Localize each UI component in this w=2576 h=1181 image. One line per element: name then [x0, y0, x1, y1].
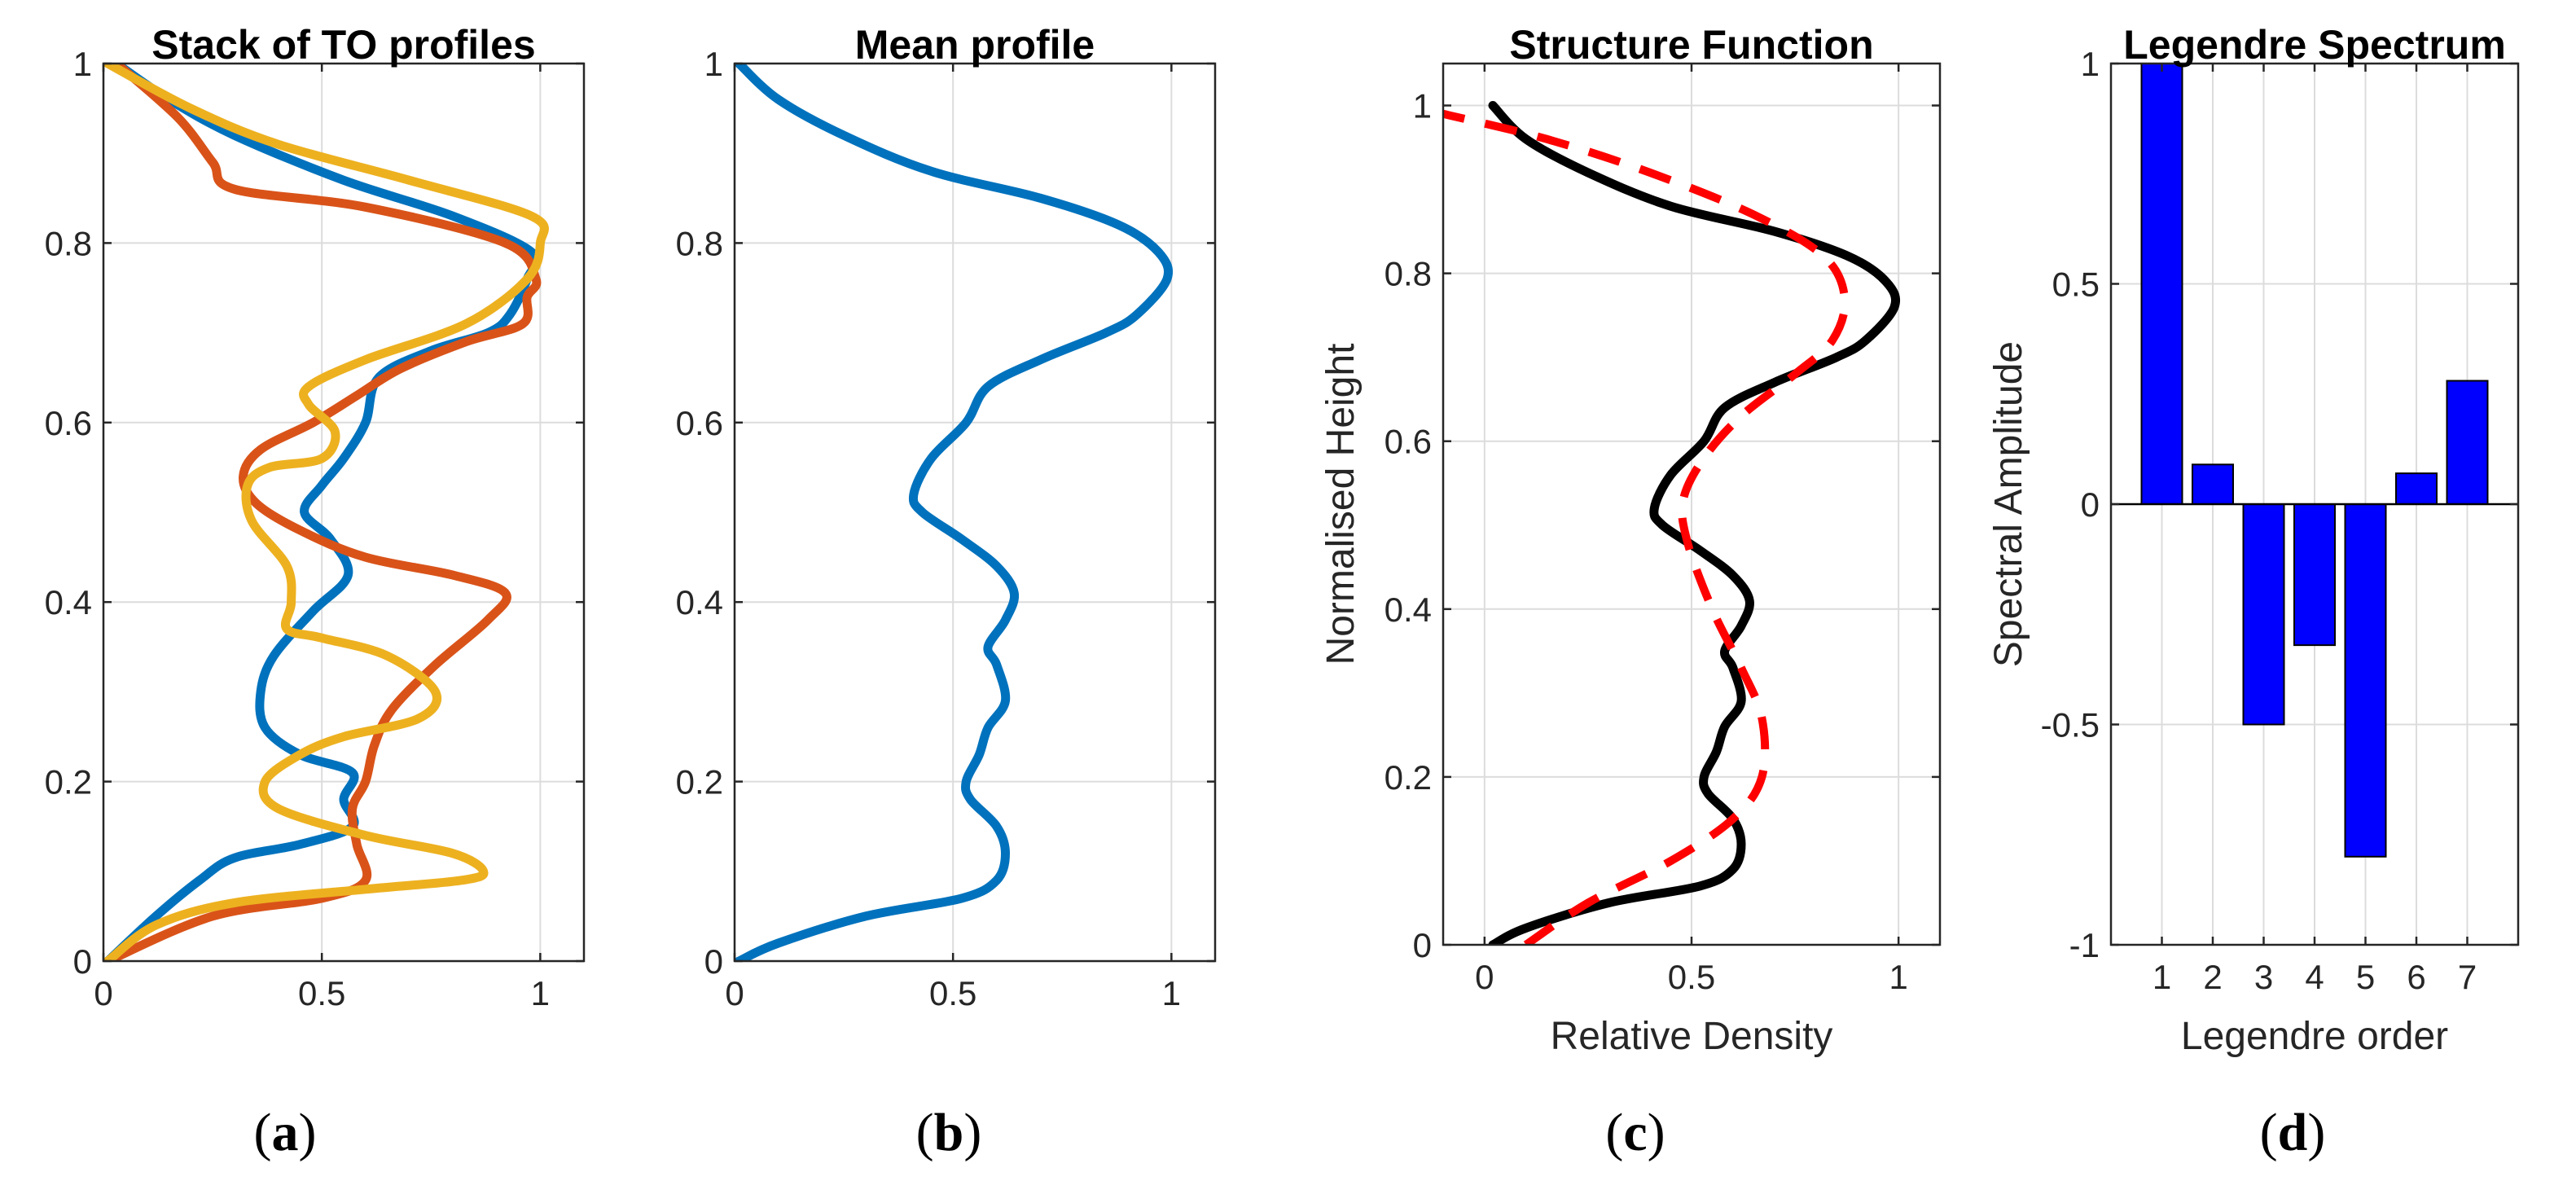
y-tick-label: 1 [2081, 45, 2100, 83]
x-tick-label: 1 [1162, 974, 1181, 1012]
plot-frame [102, 62, 586, 963]
y-tick-label: 0.8 [1385, 255, 1432, 293]
x-tick-label: 0 [94, 974, 112, 1012]
x-tick-label: 4 [2305, 958, 2324, 996]
x-tick-label: 2 [2203, 958, 2222, 996]
series-line-3 [103, 64, 549, 961]
panel-1: 0 0.5 1 0 0.2 0.4 0.6 0.8 1 Stack of TO profiles (… [45, 22, 586, 1162]
y-tick-label: 0.6 [45, 404, 92, 442]
y-tick-label: -0.5 [2041, 706, 2100, 744]
y-tick-label: 1 [704, 45, 723, 83]
y-tick-label: 0.4 [45, 583, 92, 621]
panel-label: (d) [2260, 1103, 2326, 1162]
y-tick-label: 1 [73, 45, 92, 83]
x-tick-label: 1 [531, 974, 550, 1012]
y-tick-label: 1 [1413, 87, 1432, 125]
series-line-1 [1488, 101, 1901, 945]
panel-label: (b) [916, 1103, 982, 1162]
bar-order-5 [2344, 503, 2387, 858]
x-tick-label: 1 [2153, 958, 2171, 996]
panel-3: 0 0.5 1 0 0.2 0.4 0.6 0.8 1 Structure Function Rel… [1319, 22, 1942, 1162]
y-axis-label: Normalised Height [1319, 344, 1363, 665]
chart-title: Stack of TO profiles [151, 22, 535, 68]
y-tick-label: 0.8 [45, 224, 92, 262]
bar-order-4 [2293, 503, 2336, 647]
bar-order-2 [2192, 463, 2234, 505]
series-line-2 [1443, 109, 1850, 945]
plot-frame [733, 62, 1217, 963]
x-tick-label: 0.5 [298, 974, 345, 1012]
bar-order-3 [2242, 503, 2285, 726]
bar-order-1 [2140, 63, 2183, 505]
series-line-2 [103, 64, 542, 961]
y-tick-label: -1 [2069, 926, 2100, 964]
bar-order-6 [2395, 472, 2438, 506]
y-tick-label: 0 [704, 942, 723, 981]
y-tick-label: 0.5 [2052, 266, 2100, 304]
x-tick-label: 0 [1475, 958, 1494, 996]
x-tick-label: 0.5 [929, 974, 976, 1012]
y-tick-label: 0.2 [45, 763, 92, 801]
x-tick-label: 5 [2356, 958, 2375, 996]
y-tick-label: 0.6 [676, 404, 723, 442]
chart-title: Structure Function [1509, 22, 1873, 68]
x-axis-label: Relative Density [1551, 1015, 1833, 1058]
y-tick-label: 0 [1413, 926, 1432, 964]
y-tick-label: 0.2 [1385, 758, 1432, 797]
panel-2: 0 0.5 1 0 0.2 0.4 0.6 0.8 1 Mean profile (b) [676, 22, 1217, 1162]
y-tick-label: 0.8 [676, 224, 723, 262]
y-tick-label: 0.4 [1385, 590, 1432, 629]
chart-title: Mean profile [855, 22, 1095, 68]
panel-label: (a) [254, 1103, 317, 1162]
series-line-1 [735, 64, 1174, 961]
y-tick-label: 0.4 [676, 583, 723, 621]
x-tick-label: 0.5 [1668, 958, 1715, 996]
y-tick-label: 0.6 [1385, 423, 1432, 461]
chart-title: Legendre Spectrum [2123, 22, 2506, 68]
x-tick-label: 7 [2458, 958, 2477, 996]
y-axis-label: Spectral Amplitude [1987, 341, 2030, 667]
y-tick-label: 0.2 [676, 763, 723, 801]
x-tick-label: 3 [2254, 958, 2273, 996]
panel-label: (c) [1605, 1103, 1665, 1162]
panel-4: 1 2 3 4 5 6 7-1-0.500.51 Legendre SpectrumLegen… [1987, 22, 2520, 1162]
y-tick-label: 0 [73, 942, 92, 981]
y-tick-label: 0 [2081, 485, 2100, 524]
x-axis-label: Legendre order [2181, 1015, 2448, 1058]
x-tick-label: 0 [725, 974, 744, 1012]
x-tick-label: 6 [2407, 958, 2425, 996]
x-tick-label: 1 [1889, 958, 1907, 996]
bar-order-7 [2446, 380, 2489, 505]
